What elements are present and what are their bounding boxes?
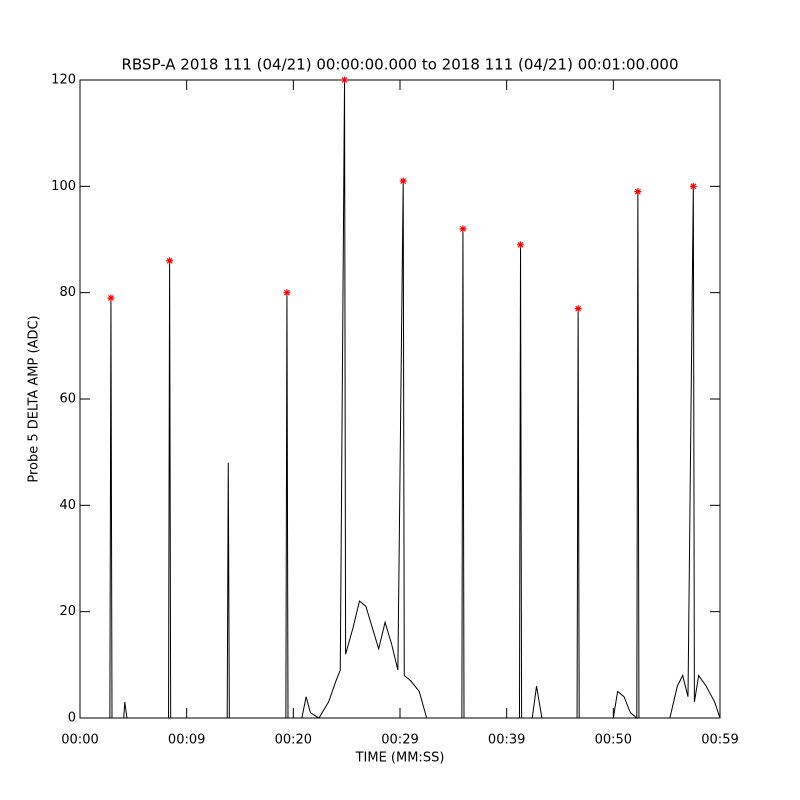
- y-tick-label: 100: [51, 179, 76, 194]
- peak-marker: [517, 241, 525, 249]
- y-tick-label: 0: [68, 711, 76, 726]
- x-tick-label: 00:29: [381, 733, 418, 748]
- y-tick-label: 20: [59, 604, 76, 619]
- peak-marker: [107, 294, 115, 302]
- plot-frame: [79, 79, 721, 719]
- y-tick-label: 40: [59, 498, 76, 513]
- peak-marker: [341, 76, 349, 84]
- x-tick-label: 00:09: [168, 733, 205, 748]
- y-tick-label: 60: [59, 392, 76, 407]
- y-axis-label: Probe 5 DELTA AMP (ADC): [27, 315, 42, 482]
- x-tick-label: 00:39: [488, 733, 525, 748]
- x-tick-label: 00:50: [595, 733, 632, 748]
- x-tick-label: 00:59: [701, 733, 738, 748]
- x-tick-label: 00:00: [61, 733, 98, 748]
- peak-marker: [399, 177, 407, 185]
- peak-marker: [166, 257, 174, 265]
- peak-marker: [689, 182, 697, 190]
- peak-marker: [459, 225, 467, 233]
- peak-marker: [283, 289, 291, 297]
- x-tick-label: 00:20: [275, 733, 312, 748]
- peak-marker: [634, 188, 642, 196]
- chart-title: RBSP-A 2018 111 (04/21) 00:00:00.000 to …: [121, 56, 678, 74]
- y-tick-label: 80: [59, 285, 76, 300]
- peak-marker: [574, 305, 582, 313]
- y-tick-label: 120: [51, 73, 76, 88]
- data-line: [80, 79, 721, 720]
- x-axis-label: TIME (MM:SS): [355, 751, 445, 766]
